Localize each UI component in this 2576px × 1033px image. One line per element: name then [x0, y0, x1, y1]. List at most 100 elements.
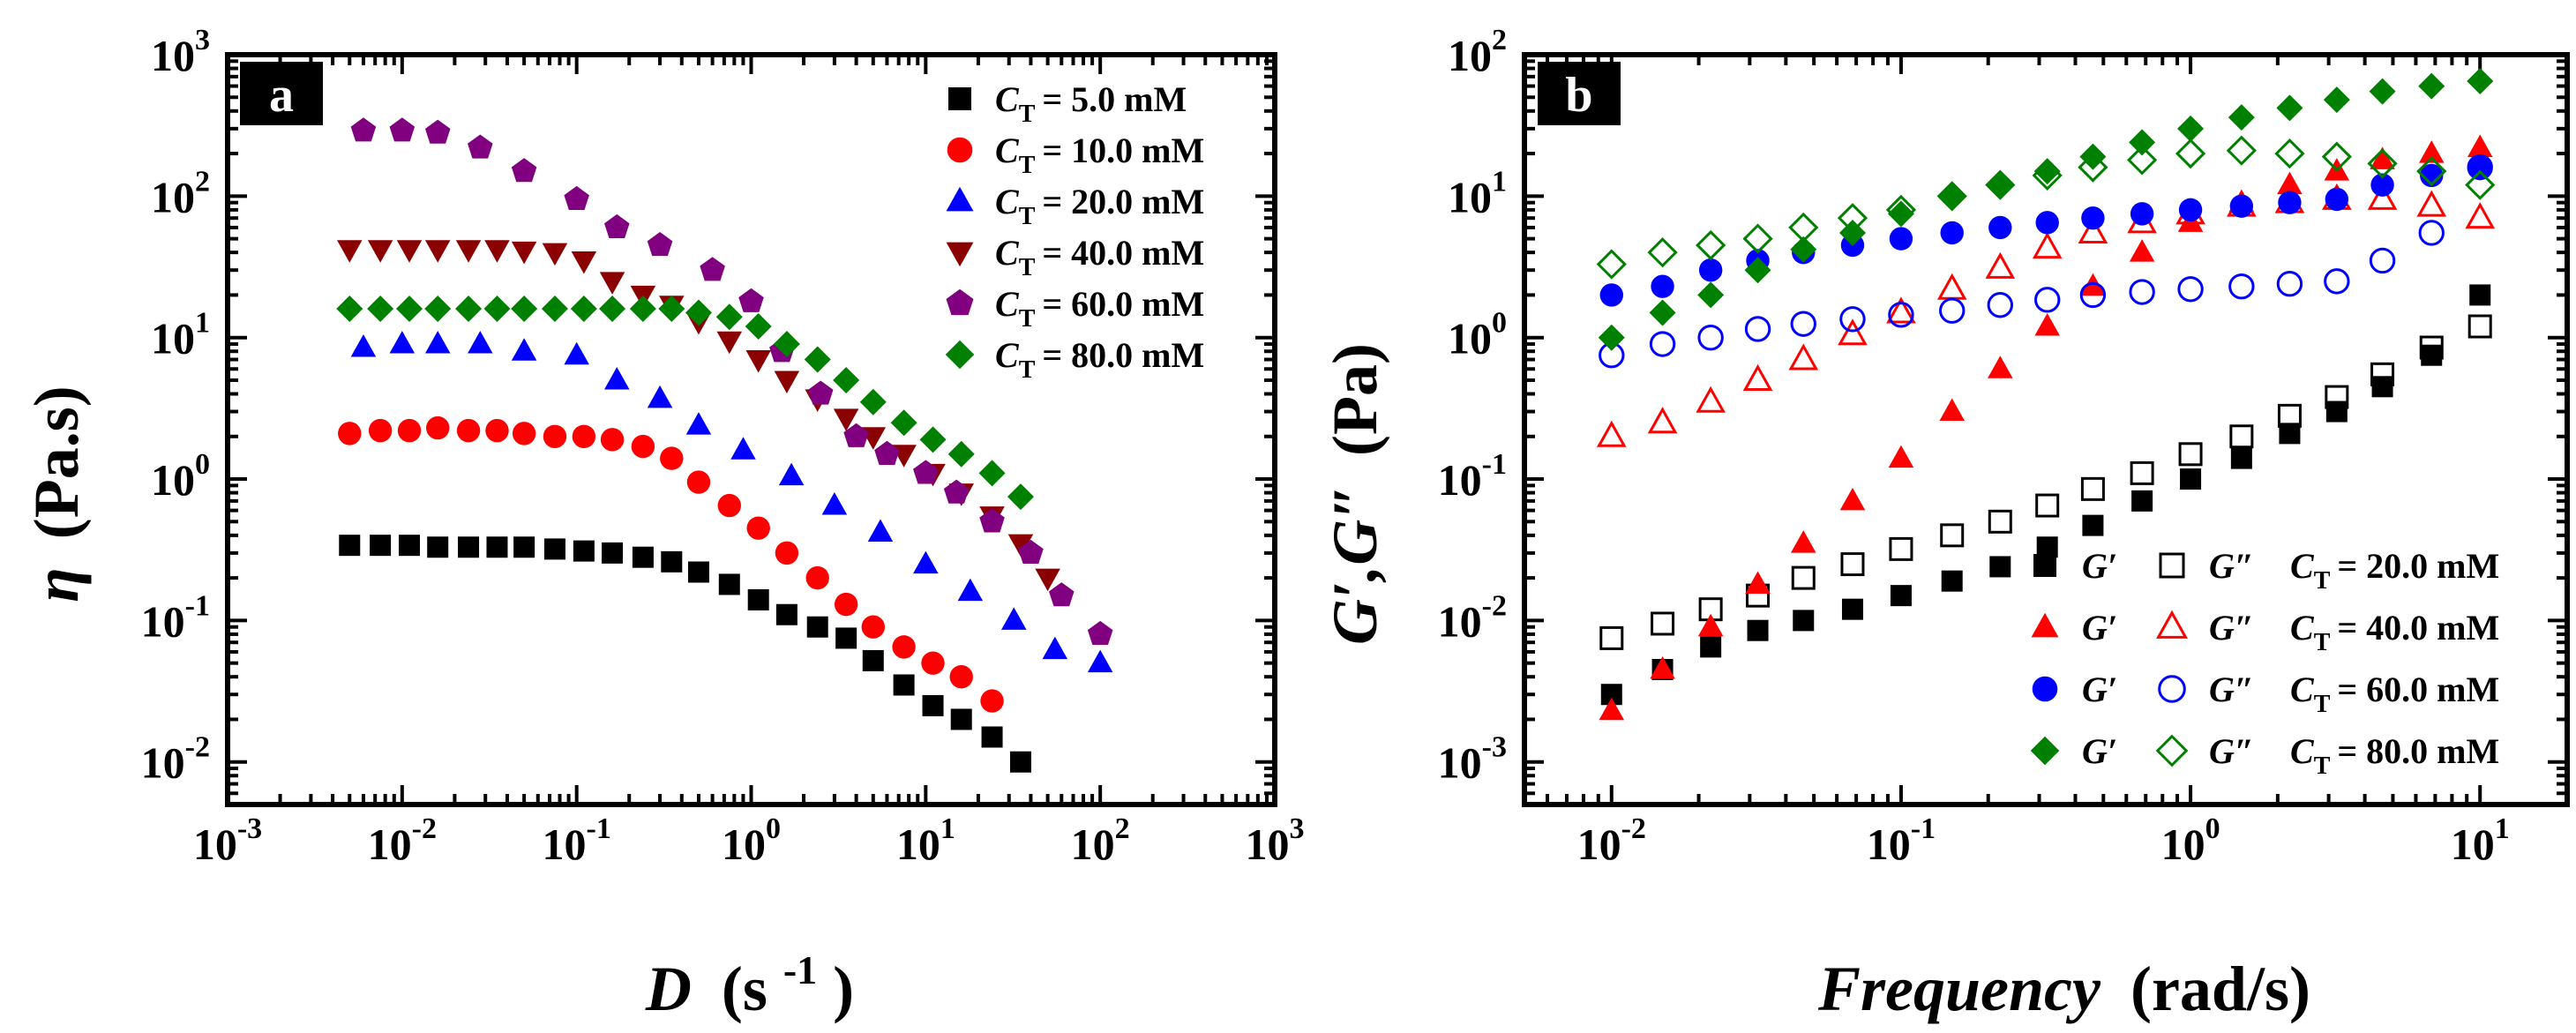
panel-b-point-3-1 [1647, 407, 1678, 434]
panel-a-point-4-16 [979, 508, 1005, 533]
panel-b-point-0-2 [1700, 636, 1722, 658]
panel-a-point-2-1 [389, 331, 416, 354]
panel-a-x-tick-5: 102 [1071, 812, 1130, 869]
panel-a-point-0-0 [339, 535, 361, 557]
panel-a-point-2-4 [511, 338, 537, 361]
panel-a-point-2-0 [350, 334, 377, 357]
panel-b-y-tick-4: 101 [1448, 165, 1507, 221]
panel-a-point-4-12 [843, 423, 869, 447]
panel-b-legend-label-3: CT = 80.0 mM [2290, 731, 2499, 780]
panel-a-x-tick-labels: 10-3 10-2 10-1 100 101 102 103 [193, 812, 1305, 869]
panel-a-chart: 10-3 10-2 10-1 100 101 102 103 10-210-11001011… [21, 24, 1305, 1024]
panel-a-point-5-14 [745, 312, 772, 340]
panel-b-point-3-5 [1838, 318, 1868, 346]
panel-a-point-5-18 [859, 388, 887, 415]
panel-b-point-0-12 [2180, 468, 2202, 490]
panel-a-point-1-15 [775, 541, 799, 565]
panel-b-point-4-9 [2035, 211, 2059, 235]
panel-b-point-3-10 [2078, 216, 2108, 243]
panel-a-point-0-5 [486, 536, 508, 558]
panel-a-point-4-7 [647, 231, 673, 257]
panel-b-point-6-4 [1790, 236, 1817, 263]
panel-a-point-5-4 [455, 295, 483, 322]
panel-a-legend-marker-4 [946, 288, 974, 316]
panel-a-legend-marker-2 [946, 186, 974, 212]
panel-b-point-5-10 [2079, 281, 2107, 309]
panel-b-point-5-8 [1987, 292, 2013, 318]
panel-a-point-1-18 [861, 615, 885, 639]
panel-b-series-1 [1599, 314, 2492, 650]
panel-a-point-1-16 [805, 565, 829, 590]
panel-b-x-unit: (rad/s) [2130, 954, 2310, 1024]
panel-a-point-0-19 [893, 674, 915, 696]
panel-b-point-7-12 [2175, 138, 2206, 169]
panel-b-point-2-9 [2034, 312, 2060, 336]
panel-b-legend-open-marker-0 [2159, 552, 2185, 579]
panel-a-tick-marks [226, 53, 1277, 806]
panel-a-point-1-22 [980, 689, 1004, 713]
panel-a-point-5-16 [804, 346, 831, 373]
panel-a-point-3-4 [455, 240, 482, 263]
panel-b-point-7-13 [2226, 135, 2257, 166]
panel-a-letter-box [240, 62, 323, 125]
panel-b-legend-label-2: CT = 60.0 mM [2290, 670, 2499, 718]
panel-a-point-4-3 [468, 134, 493, 159]
panel-b-point-0-16 [2371, 376, 2393, 398]
panel-a-legend-label-2: CT = 20.0 mM [995, 182, 1204, 230]
panel-a-legend-marker-5 [945, 340, 975, 370]
panel-a-legend-label-3: CT = 40.0 mM [995, 233, 1204, 281]
panel-b-point-4-0 [1599, 283, 1623, 307]
panel-b-point-1-10 [2080, 476, 2105, 501]
panel-a-point-1-20 [921, 651, 945, 675]
panel-a-legend-marker-0 [948, 87, 971, 110]
panel-b-series-0 [1600, 284, 2491, 706]
panel-a-point-4-2 [424, 119, 451, 144]
panel-a-point-0-8 [573, 540, 595, 562]
panel-b-point-4-7 [1940, 221, 1964, 245]
panel-b-point-4-10 [2081, 206, 2105, 230]
panel-a-point-5-21 [947, 440, 975, 468]
panel-a-point-4-0 [350, 117, 377, 142]
panel-b-y-symbol: G′,G″ [1320, 484, 1390, 645]
panel-a-point-5-8 [570, 295, 597, 322]
panel-a-point-1-8 [572, 424, 596, 448]
panel-b-point-7-5 [1837, 203, 1868, 234]
panel-a-point-5-23 [1007, 483, 1034, 511]
panel-b-point-2-2 [1697, 613, 1724, 637]
panel-a-point-2-16 [1042, 636, 1068, 660]
panel-b-point-7-7 [1936, 181, 1967, 212]
panel-b-point-0-7 [1941, 570, 1963, 592]
panel-a-point-0-10 [632, 546, 654, 568]
panel-b-point-3-17 [2416, 190, 2447, 217]
panel-b-point-0-17 [2421, 344, 2443, 366]
panel-a-point-4-6 [603, 213, 630, 239]
panel-a-legend-label-1: CT = 10.0 mM [995, 131, 1204, 179]
panel-b-legend: G′ G″ CT = 20.0 mM G′ G″ CT = 40.0 mM G′ G″ CT = 60… [2030, 546, 2499, 780]
panel-b-point-1-7 [1940, 523, 1965, 548]
panel-b-x-tick-2: 100 [2161, 812, 2220, 869]
panel-b-point-7-0 [1596, 249, 1627, 280]
panel-b-point-4-8 [1988, 215, 2012, 240]
panel-a-x-tick-3: 100 [722, 812, 781, 869]
panel-b-point-7-1 [1647, 237, 1678, 268]
panel-b-point-0-11 [2131, 490, 2153, 512]
panel-a-point-4-13 [874, 440, 900, 465]
panel-a-point-0-15 [775, 603, 798, 625]
panel-b-point-3-4 [1788, 343, 1819, 371]
panel-a-point-4-14 [913, 460, 939, 484]
panel-a-point-0-14 [747, 588, 769, 610]
panel-b-legend-open-marker-1 [2156, 610, 2188, 639]
panel-b-y-tick-labels: 10-3 10-2 10-1 100 101 102 [1438, 24, 1507, 788]
panel-b-point-1-12 [2178, 442, 2203, 467]
panel-a-x-tick-6: 103 [1246, 812, 1305, 869]
panel-a-point-3-14 [745, 350, 771, 373]
panel-b-legend-label-0: CT = 20.0 mM [2290, 546, 2499, 595]
panel-a-point-2-17 [1087, 649, 1113, 673]
panel-b-point-1-4 [1791, 565, 1816, 590]
panel-b-legend-open-marker-2 [2158, 675, 2186, 703]
panel-b-point-4-17 [2420, 163, 2444, 188]
panel-a-x-unit-close: ) [833, 954, 854, 1024]
panel-a-point-0-17 [835, 627, 857, 649]
panel-b-y-tick-1: 10-2 [1438, 589, 1507, 646]
panel-b-point-7-3 [1742, 223, 1773, 254]
